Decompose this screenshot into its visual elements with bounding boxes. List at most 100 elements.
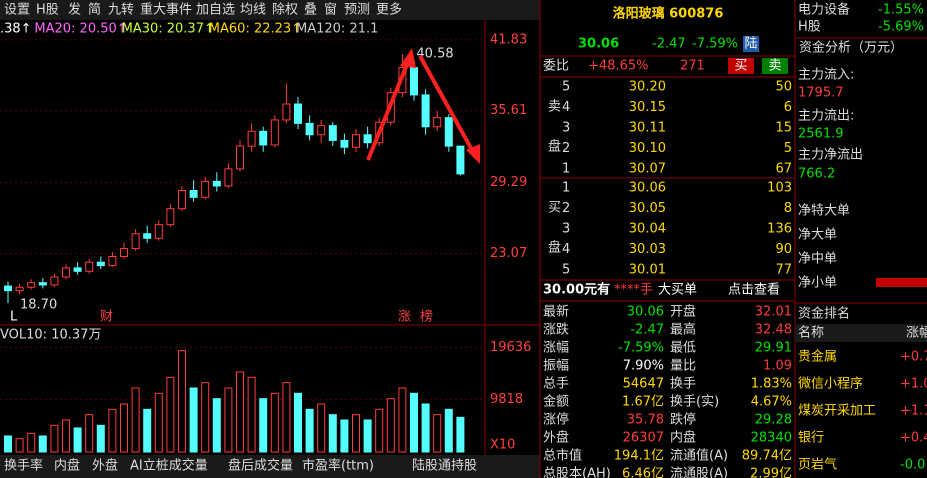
candle-body: [108, 256, 117, 267]
tab[interactable]: 换手率: [4, 458, 43, 474]
toolbar-button[interactable]: 设置: [4, 3, 30, 18]
candle-body: [15, 286, 24, 292]
volume-bar: [294, 392, 302, 453]
toolbar-button[interactable]: 九转: [108, 3, 134, 18]
stat-label: 最低: [670, 341, 696, 356]
level: 3: [562, 222, 570, 237]
candle-body: [410, 67, 418, 96]
order-price: 30.04: [629, 222, 666, 237]
candle-body: [363, 134, 372, 144]
tab[interactable]: 外盘: [92, 458, 118, 474]
toolbar-button[interactable]: 均线: [240, 3, 266, 18]
stat-value: 2.99亿: [750, 467, 792, 478]
candle-body: [259, 130, 268, 146]
volume-bar: [38, 435, 47, 453]
stat-label: 换手(实): [670, 395, 719, 410]
stat-value: 1.67亿: [622, 395, 664, 410]
candle-body: [433, 117, 442, 128]
tab[interactable]: 盘后成交量: [228, 458, 293, 474]
level: 4: [562, 242, 570, 257]
order-volume: 8: [784, 201, 792, 216]
toolbar-button[interactable]: 窗: [324, 2, 337, 18]
stat-label: 最高: [670, 322, 696, 338]
stat-value: 32.48: [755, 323, 792, 338]
order-volume: 136: [767, 222, 792, 237]
stat-label: 总股本(AH): [543, 467, 611, 478]
candle-body: [247, 130, 256, 147]
candle-body: [294, 103, 302, 124]
ranking-change: +1.0: [900, 377, 927, 392]
tab[interactable]: 市盈率(ttm): [302, 458, 374, 474]
order-price: 30.05: [629, 201, 666, 216]
toolbar-button[interactable]: 简: [88, 2, 101, 18]
toolbar-button[interactable]: 叠: [304, 3, 317, 18]
toolbar-button[interactable]: 重大事件: [140, 2, 192, 18]
buy-label: 买: [734, 59, 747, 74]
level: 2: [562, 141, 570, 156]
candle-body: [444, 117, 453, 147]
stat-value: 6.46亿: [622, 467, 664, 478]
volume-bar: [410, 392, 418, 453]
stat-value: 1.83%: [751, 377, 792, 392]
volume-bar: [27, 432, 36, 453]
high-label: 40.58: [416, 47, 453, 62]
candle-body: [189, 190, 198, 198]
event-marker: 财: [100, 310, 113, 325]
toolbar-button[interactable]: H股: [36, 3, 59, 18]
fund-title: 资金分析（万元）: [799, 40, 903, 56]
stock-name: 洛阳玻璃 600876: [613, 6, 724, 22]
tab[interactable]: AI立桩成交量: [130, 458, 208, 474]
level: 1: [562, 162, 570, 177]
ranking-name: 页岩气: [798, 457, 837, 473]
candle-body: [328, 125, 337, 141]
event-marker: 榜: [420, 309, 433, 325]
candle-body: [73, 267, 82, 272]
volume-bar: [85, 414, 94, 453]
fund-row: 净特大单: [798, 204, 850, 219]
toolbar-button[interactable]: 加自选: [196, 3, 235, 18]
weibi-label: 委比: [543, 59, 569, 74]
tag: 陆: [744, 36, 757, 52]
buy-button[interactable]: [728, 58, 754, 74]
candle-body: [236, 145, 244, 170]
order-volume: 77: [775, 263, 792, 278]
order-price: 30.15: [629, 100, 666, 115]
stat-label: 总市值: [543, 448, 582, 464]
fund-row: 净中单: [798, 252, 837, 267]
fund-row: 净大单: [798, 228, 837, 243]
sector-name: H股: [798, 20, 821, 35]
stat-label: 跌停: [670, 412, 696, 428]
candle-body: [143, 233, 152, 239]
toolbar-button[interactable]: 除权: [272, 2, 298, 18]
stat-value: 1.09: [763, 359, 792, 374]
stat-label: 外盘: [543, 430, 569, 446]
stat-value: 54647: [623, 377, 664, 392]
stat-value: 7.90%: [623, 359, 664, 374]
y-tick-label: 9818: [490, 392, 523, 407]
ranking-name: 银行: [798, 431, 824, 446]
ranking-change: +0.4: [900, 431, 927, 446]
stat-value: 89.74亿: [742, 449, 792, 464]
volume-bar: [433, 414, 442, 453]
big-order: 点击查看: [728, 282, 780, 298]
candle-body: [456, 145, 465, 175]
volume-bar: [15, 438, 24, 453]
toolbar-button[interactable]: 发: [68, 2, 81, 18]
volume-bar: [398, 387, 407, 453]
tab[interactable]: 陆股通持股: [412, 458, 477, 474]
volume-bar: [108, 408, 117, 453]
tab[interactable]: 内盘: [54, 458, 80, 474]
toolbar-bg: [0, 0, 540, 20]
candle-body: [305, 122, 314, 136]
stat-label: 量比: [670, 359, 696, 374]
sell-button[interactable]: [762, 58, 788, 74]
stat-value: 4.67%: [751, 395, 792, 410]
y-tick-label: 23.07: [490, 246, 527, 261]
toolbar-button[interactable]: 更多: [376, 2, 402, 18]
side-label: 盘: [548, 240, 561, 256]
toolbar-button[interactable]: 预测: [344, 3, 370, 18]
volume-bar: [421, 403, 430, 453]
order-price: 30.20: [629, 80, 666, 95]
